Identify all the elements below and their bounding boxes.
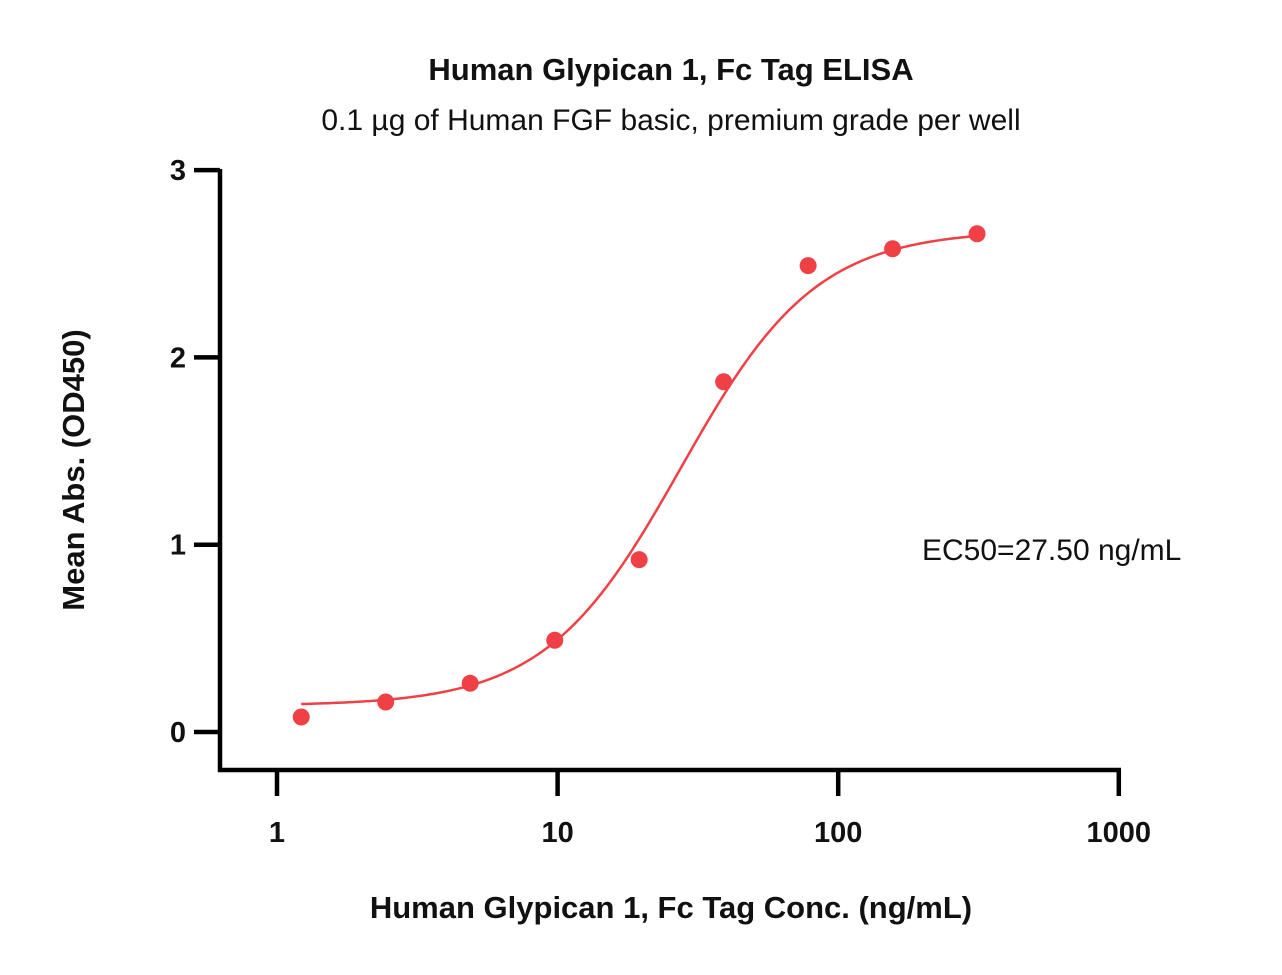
y-tick-label: 2 <box>170 342 186 374</box>
ec50-annotation: EC50=27.50 ng/mL <box>922 534 1181 567</box>
data-point <box>546 631 564 649</box>
data-point <box>715 373 733 391</box>
fit-curve <box>301 234 978 706</box>
data-point <box>630 551 648 569</box>
y-ticks: 0 1 2 3 <box>170 155 220 749</box>
chart-title: Human Glypican 1, Fc Tag ELISA <box>428 52 913 87</box>
data-point <box>884 240 902 258</box>
x-tick-label: 10 <box>541 817 573 849</box>
x-tick-label: 1 <box>269 817 285 849</box>
data-point <box>968 225 986 243</box>
axes <box>217 169 1121 773</box>
data-points <box>292 225 986 726</box>
y-tick-label: 1 <box>170 530 186 562</box>
y-axis-label: Mean Abs. (OD450) <box>56 329 91 610</box>
x-ticks: 1 10 100 1000 <box>269 770 1151 849</box>
y-tick-label: 0 <box>170 717 186 749</box>
x-tick-label: 100 <box>814 817 862 849</box>
x-axis-label: Human Glypican 1, Fc Tag Conc. (ng/mL) <box>370 890 972 925</box>
data-point <box>377 693 395 711</box>
chart-subtitle: 0.1 µg of Human FGF basic, premium grade… <box>321 104 1020 137</box>
y-tick-label: 3 <box>170 155 186 187</box>
data-point <box>799 257 817 275</box>
x-tick-label: 1000 <box>1087 817 1152 849</box>
data-point <box>461 674 479 692</box>
data-point <box>292 708 310 726</box>
